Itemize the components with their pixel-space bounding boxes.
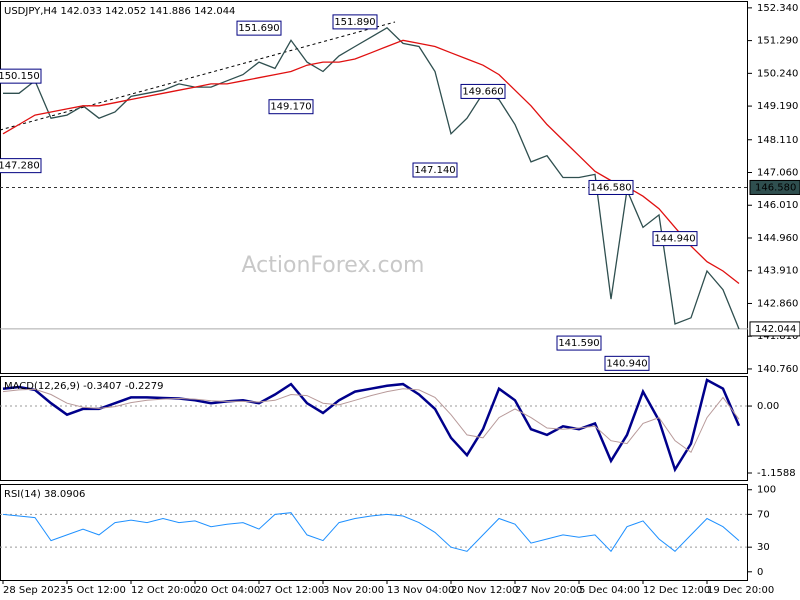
y-tick-label: 0 bbox=[757, 567, 763, 578]
y-tick-label: 100 bbox=[757, 485, 776, 496]
x-tick-label: 20 Nov 12:00 bbox=[451, 585, 518, 596]
x-tick-label: 13 Nov 04:00 bbox=[387, 585, 454, 596]
series-line bbox=[3, 26, 740, 330]
series-line bbox=[2, 39, 740, 285]
x-tick-label: 3 Nov 20:00 bbox=[323, 585, 384, 596]
y-tick-label: 148.110 bbox=[757, 135, 798, 146]
annotation-box bbox=[236, 20, 282, 36]
annotation-box bbox=[556, 335, 602, 351]
annotation-box bbox=[588, 179, 634, 195]
price-label-box bbox=[749, 179, 800, 195]
annotation-box bbox=[604, 355, 650, 371]
series-line bbox=[2, 378, 741, 473]
panel-frame bbox=[0, 484, 748, 581]
annotation-label: 147.280 bbox=[0, 161, 40, 172]
y-tick-label: 149.190 bbox=[757, 101, 798, 112]
y-tick-label: 147.060 bbox=[757, 168, 798, 179]
annotation-label: 150.150 bbox=[0, 71, 40, 82]
annotation-box bbox=[412, 162, 458, 178]
annotation-label: 141.590 bbox=[558, 338, 599, 349]
annotation-label: 146.580 bbox=[590, 182, 631, 193]
watermark: ActionForex.com bbox=[242, 253, 425, 278]
annotation-box bbox=[652, 231, 698, 247]
annotation-box bbox=[0, 68, 42, 84]
annotation-label: 144.940 bbox=[654, 234, 695, 245]
y-tick-label: 0.00 bbox=[757, 401, 779, 412]
annotation-box bbox=[0, 158, 42, 174]
price-label: 146.580 bbox=[755, 182, 796, 193]
annotation-box bbox=[332, 14, 378, 30]
y-tick-label: 144.960 bbox=[757, 233, 798, 244]
y-tick-label: 151.290 bbox=[757, 36, 798, 47]
x-tick-label: 27 Oct 12:00 bbox=[259, 585, 324, 596]
x-tick-label: 27 Nov 20:00 bbox=[515, 585, 582, 596]
series-line bbox=[2, 512, 740, 553]
y-tick-label: 70 bbox=[757, 509, 770, 520]
y-tick-label: 140.760 bbox=[757, 364, 798, 375]
panel-title: RSI(14) 38.0906 bbox=[4, 489, 85, 500]
y-tick-label: 142.860 bbox=[757, 298, 798, 309]
annotation-label: 149.660 bbox=[462, 86, 503, 97]
annotation-box bbox=[460, 83, 506, 99]
x-tick-label: 28 Sep 2023 bbox=[3, 585, 66, 596]
price-label-box bbox=[749, 321, 800, 337]
panel-frame bbox=[0, 376, 748, 481]
x-tick-label: 12 Dec 12:00 bbox=[643, 585, 710, 596]
annotation-label: 151.690 bbox=[238, 23, 279, 34]
panel-title: MACD(12,26,9) -0.3407 -0.2279 bbox=[4, 381, 164, 392]
y-tick-label: 152.340 bbox=[757, 3, 798, 14]
y-tick-label: 30 bbox=[757, 542, 770, 553]
y-tick-label: 141.810 bbox=[757, 331, 798, 342]
x-tick-label: 12 Oct 20:00 bbox=[131, 585, 196, 596]
panel-title: USDJPY,H4 142.033 142.052 141.886 142.04… bbox=[4, 6, 235, 17]
trend-line bbox=[0, 21, 396, 131]
y-tick-label: 146.010 bbox=[757, 200, 798, 211]
annotation-label: 151.890 bbox=[334, 17, 375, 28]
annotation-label: 147.140 bbox=[414, 165, 455, 176]
y-tick-label: 143.910 bbox=[757, 266, 798, 277]
x-tick-label: 5 Dec 04:00 bbox=[579, 585, 640, 596]
y-tick-label: -1.1588 bbox=[757, 468, 796, 479]
series-line bbox=[2, 388, 740, 454]
x-tick-label: 19 Dec 20:00 bbox=[707, 585, 774, 596]
x-tick-label: 20 Oct 04:00 bbox=[195, 585, 260, 596]
y-tick-label: 150.240 bbox=[757, 68, 798, 79]
x-tick-label: 5 Oct 12:00 bbox=[67, 585, 126, 596]
price-label: 142.044 bbox=[755, 324, 796, 335]
annotation-box bbox=[268, 99, 314, 115]
annotation-label: 149.170 bbox=[270, 102, 311, 113]
annotation-label: 140.940 bbox=[606, 358, 647, 369]
